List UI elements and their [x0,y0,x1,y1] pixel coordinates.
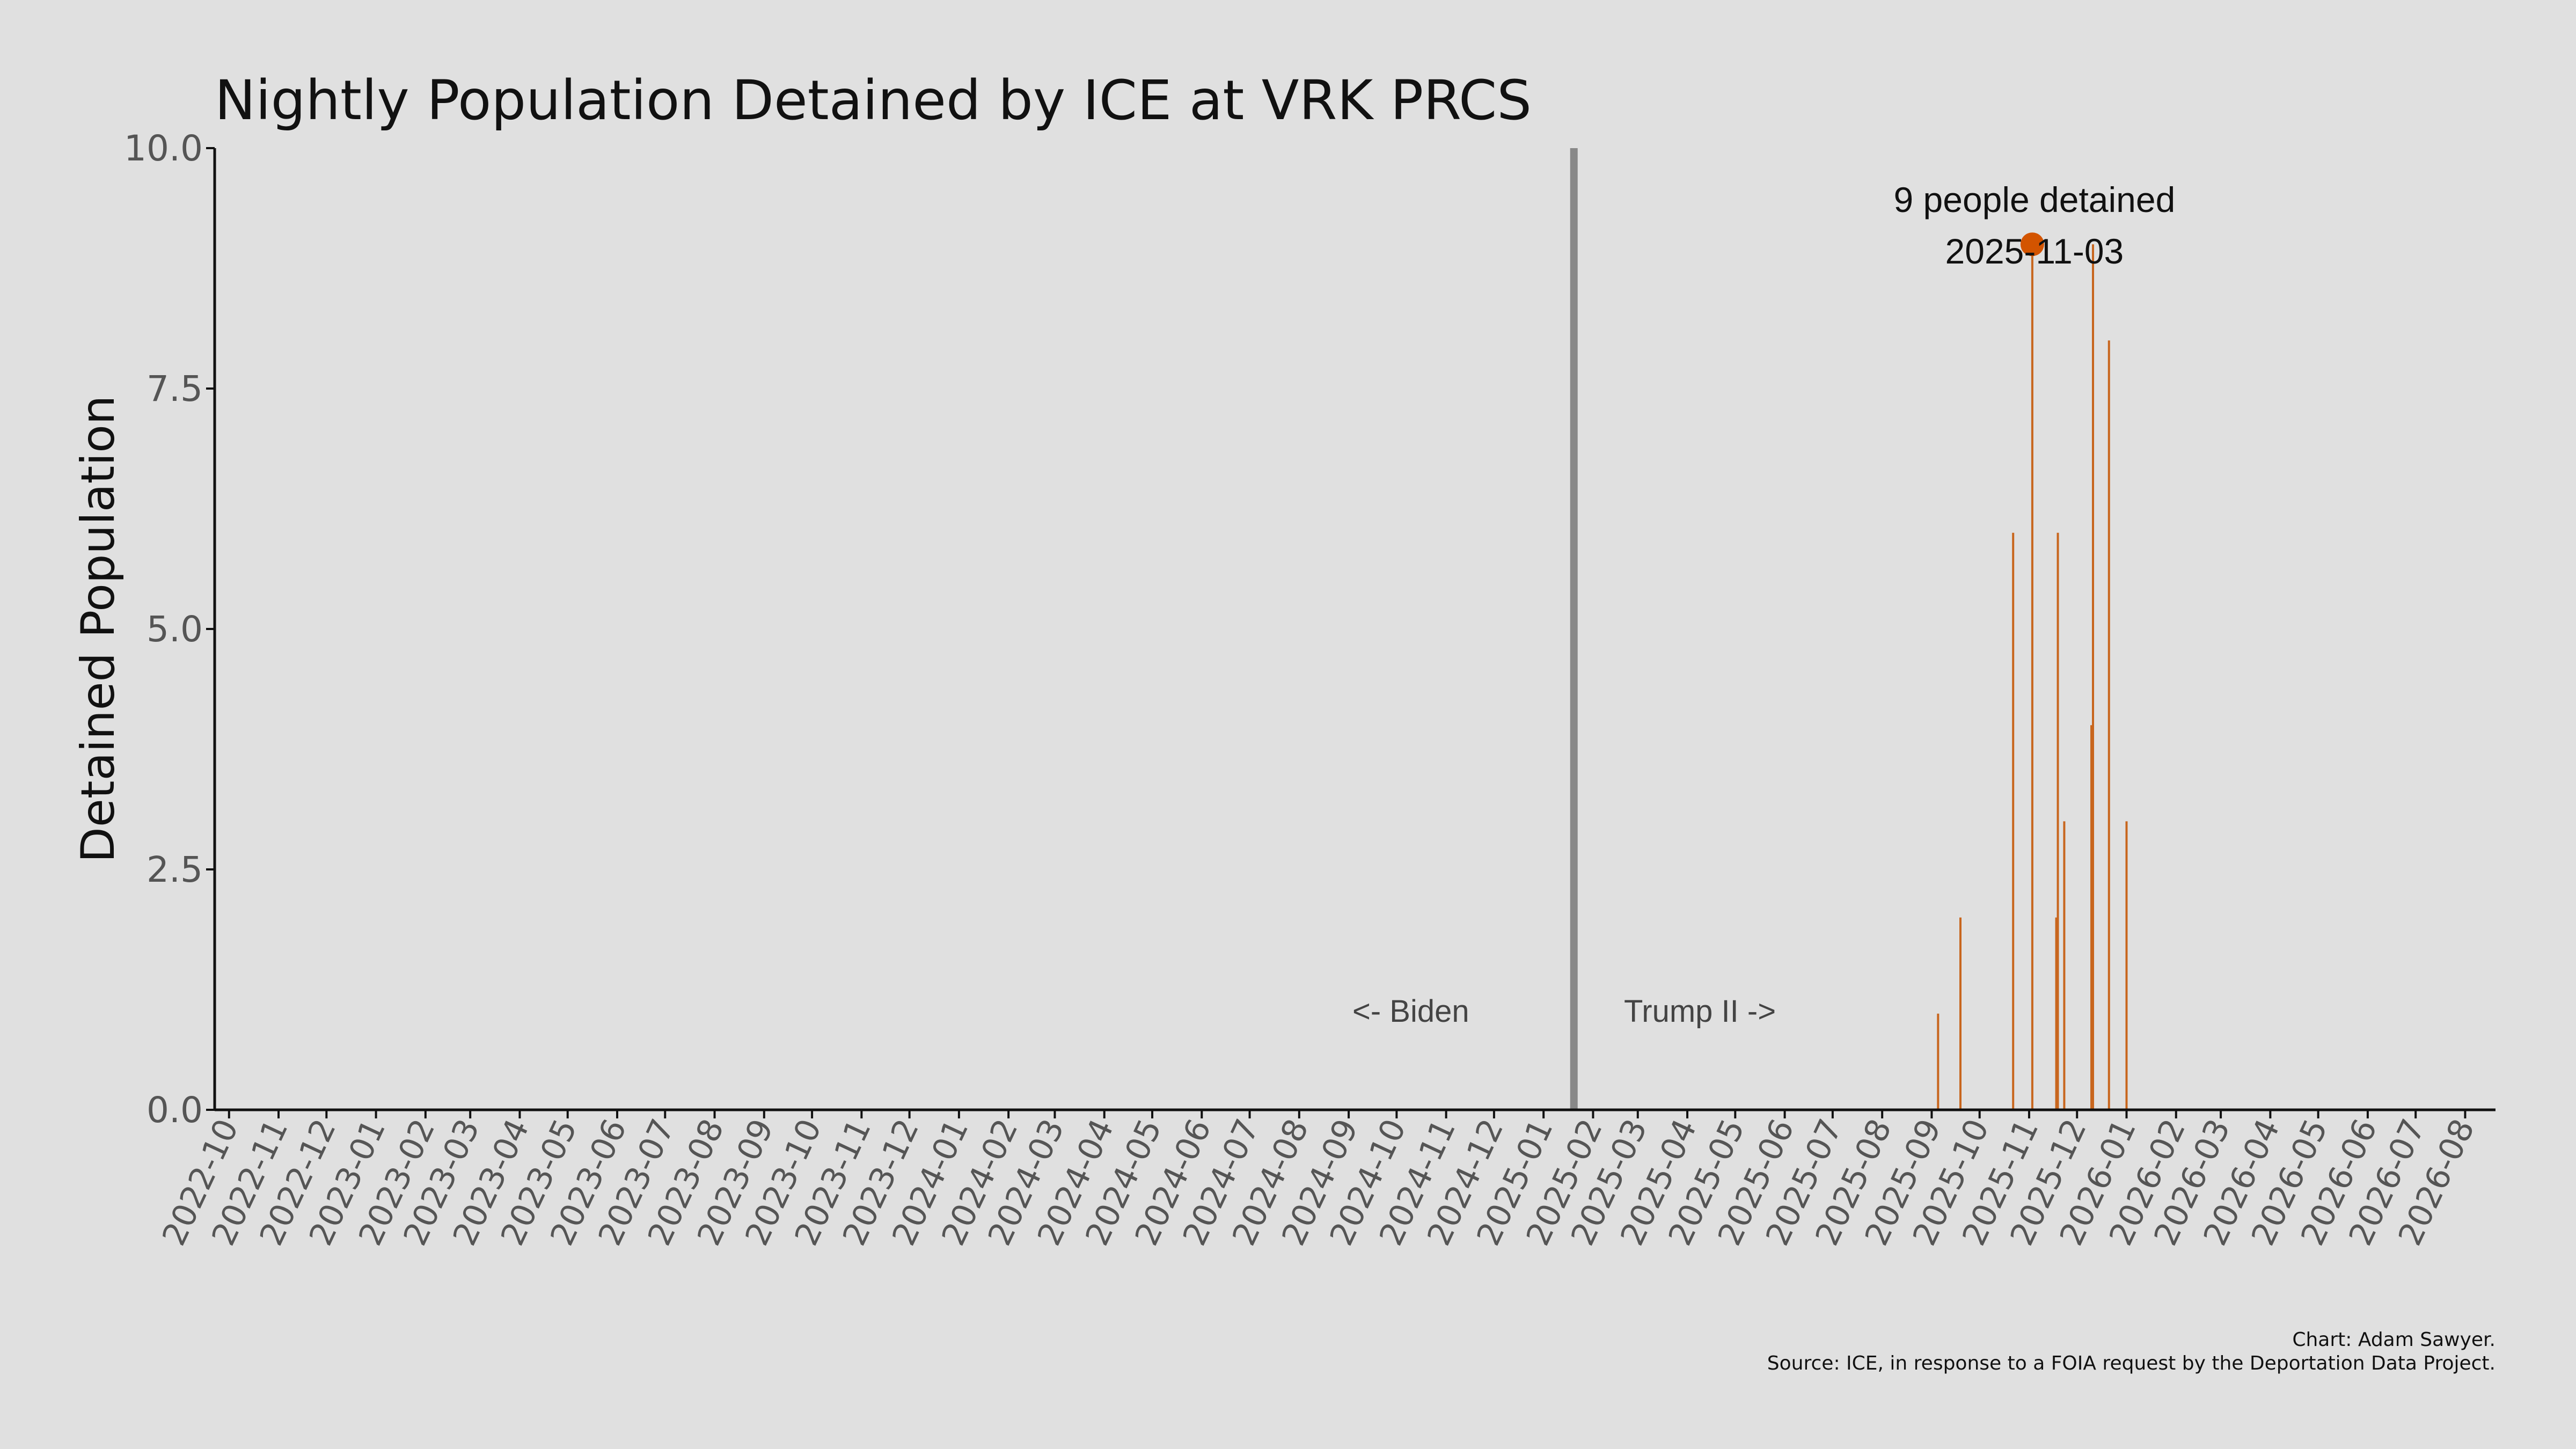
era-label-trump: Trump II -> [1624,994,1776,1029]
highlight-label-date: 2025-11-03 [1945,231,2124,271]
y-tick-label: 2.5 [147,849,203,890]
highlight-label-count: 9 people detained [1893,180,2175,219]
y-tick-label: 5.0 [147,609,203,650]
bars-group [1937,244,2128,1110]
x-ticks-group: 2022-102022-112022-122023-012023-022023-… [155,1110,2482,1252]
y-tick-label: 0.0 [147,1089,203,1131]
caption-credit: Chart: Adam Sawyer. [2292,1329,2496,1351]
y-tick-label: 10.0 [124,128,203,169]
highlight-marker [2020,232,2044,257]
y-axis-label: Detained Population [71,396,125,863]
chart-title: Nightly Population Detained by ICE at VR… [215,69,1532,133]
y-tick-label: 7.5 [147,368,203,409]
caption-source: Source: ICE, in response to a FOIA reque… [1767,1352,2496,1374]
y-ticks-group: 0.0 2.5 5.0 7.5 10.0 [124,128,215,1131]
era-label-biden: <- Biden [1352,994,1469,1029]
